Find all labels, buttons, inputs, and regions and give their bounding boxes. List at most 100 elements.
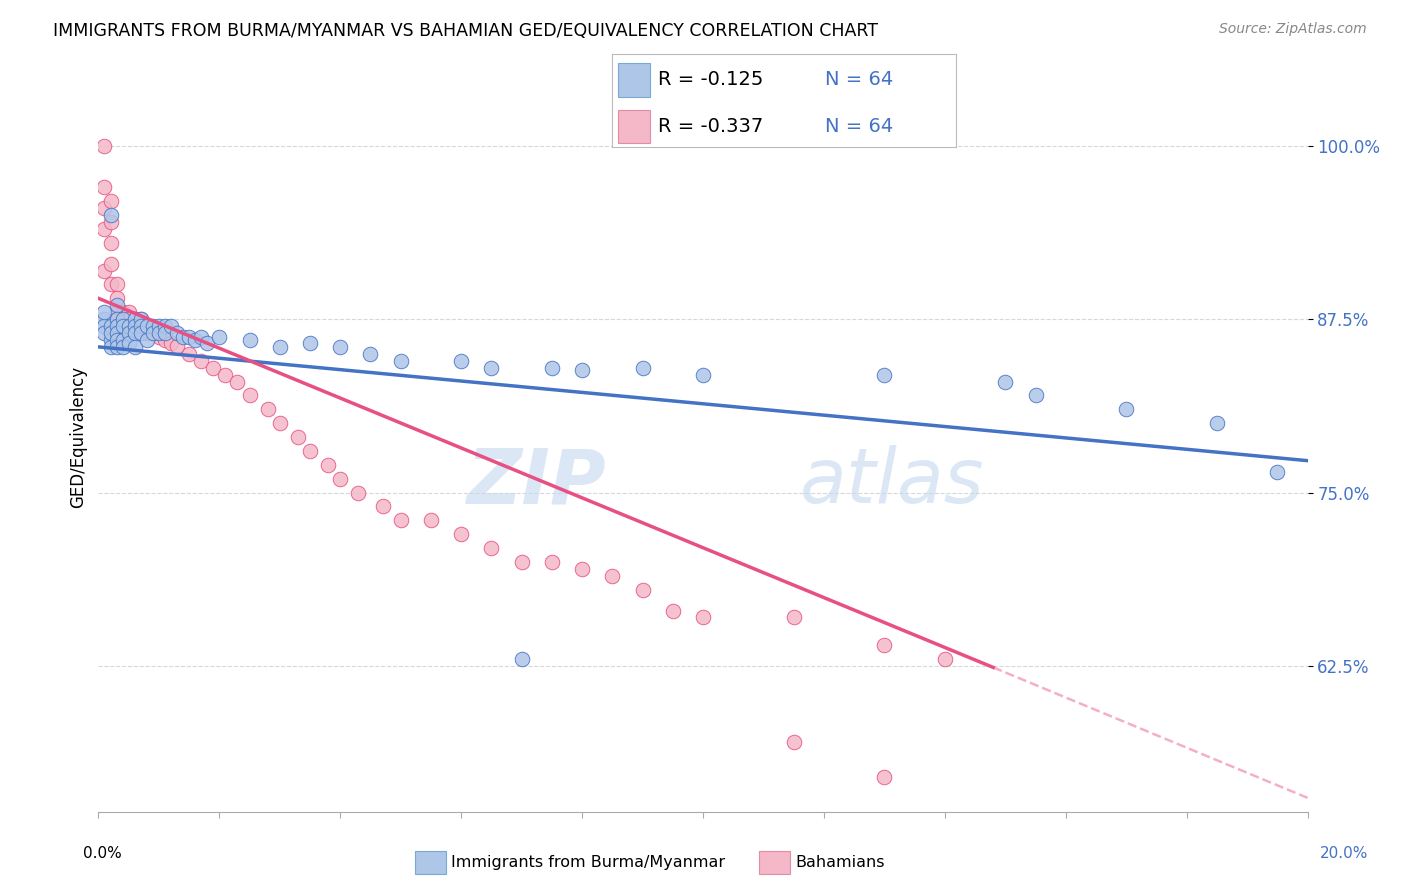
- Point: [111, 305, 134, 319]
- Bar: [619, 110, 650, 144]
- Point: [105, 333, 128, 347]
- Point: [329, 340, 352, 354]
- Point: [202, 360, 225, 375]
- Text: N = 64: N = 64: [825, 70, 893, 89]
- Text: R = -0.337: R = -0.337: [658, 117, 763, 136]
- Point: [142, 325, 165, 339]
- Point: [111, 326, 134, 340]
- Point: [111, 319, 134, 334]
- Point: [135, 326, 157, 340]
- Point: [873, 638, 896, 652]
- Point: [661, 603, 683, 617]
- Point: [269, 416, 291, 430]
- Point: [148, 330, 170, 344]
- Point: [142, 319, 165, 334]
- Point: [287, 430, 309, 444]
- Point: [540, 555, 562, 569]
- Point: [269, 340, 291, 354]
- Point: [692, 368, 714, 382]
- Point: [226, 375, 249, 389]
- Point: [105, 340, 128, 354]
- Point: [124, 312, 146, 326]
- Point: [100, 257, 122, 271]
- Point: [111, 340, 134, 354]
- Point: [389, 513, 412, 527]
- Point: [239, 333, 262, 347]
- Text: ZIP: ZIP: [467, 445, 606, 519]
- Point: [160, 319, 183, 334]
- Point: [105, 312, 128, 326]
- Text: IMMIGRANTS FROM BURMA/MYANMAR VS BAHAMIAN GED/EQUIVALENCY CORRELATION CHART: IMMIGRANTS FROM BURMA/MYANMAR VS BAHAMIA…: [53, 22, 879, 40]
- Point: [481, 360, 503, 375]
- Point: [153, 319, 176, 334]
- Point: [420, 513, 443, 527]
- Point: [118, 319, 141, 334]
- Point: [93, 138, 115, 153]
- Point: [111, 319, 134, 334]
- Point: [571, 562, 593, 576]
- Point: [93, 222, 115, 236]
- Point: [190, 353, 212, 368]
- Point: [1115, 402, 1137, 417]
- Text: R = -0.125: R = -0.125: [658, 70, 763, 89]
- Point: [124, 340, 146, 354]
- Point: [135, 319, 157, 334]
- Point: [100, 194, 122, 209]
- Point: [208, 330, 231, 344]
- Point: [329, 472, 352, 486]
- Point: [105, 326, 128, 340]
- Point: [190, 330, 212, 344]
- Text: atlas: atlas: [800, 445, 984, 519]
- Text: Bahamians: Bahamians: [796, 855, 886, 870]
- Point: [135, 333, 157, 347]
- Point: [124, 319, 146, 334]
- Point: [100, 235, 122, 250]
- Point: [166, 326, 188, 340]
- Point: [148, 326, 170, 340]
- Text: N = 64: N = 64: [825, 117, 893, 136]
- Point: [111, 312, 134, 326]
- Point: [179, 347, 201, 361]
- Point: [153, 333, 176, 347]
- Point: [93, 326, 115, 340]
- Point: [100, 326, 122, 340]
- Point: [450, 527, 472, 541]
- Point: [105, 298, 128, 312]
- Bar: [619, 63, 650, 96]
- Point: [172, 330, 194, 344]
- Point: [783, 610, 806, 624]
- Point: [692, 610, 714, 624]
- Point: [100, 333, 122, 347]
- Point: [510, 652, 533, 666]
- Point: [100, 277, 122, 292]
- Point: [371, 500, 394, 514]
- Y-axis label: GED/Equivalency: GED/Equivalency: [69, 366, 87, 508]
- Point: [873, 770, 896, 784]
- Point: [153, 326, 176, 340]
- Point: [481, 541, 503, 555]
- Point: [129, 326, 152, 340]
- Point: [389, 353, 412, 368]
- Point: [166, 338, 188, 352]
- Point: [93, 180, 115, 194]
- Point: [129, 319, 152, 334]
- Point: [105, 319, 128, 334]
- Text: 0.0%: 0.0%: [83, 846, 122, 861]
- Point: [142, 326, 165, 340]
- Point: [540, 360, 562, 375]
- Point: [129, 319, 152, 334]
- Point: [783, 735, 806, 749]
- Point: [129, 312, 152, 326]
- Point: [93, 312, 115, 326]
- Point: [100, 319, 122, 334]
- Point: [129, 312, 152, 326]
- Point: [1024, 388, 1046, 402]
- Point: [118, 326, 141, 340]
- Point: [118, 326, 141, 340]
- Point: [631, 360, 654, 375]
- Point: [100, 215, 122, 229]
- Point: [347, 485, 370, 500]
- Point: [118, 319, 141, 334]
- Point: [124, 326, 146, 340]
- Point: [105, 312, 128, 326]
